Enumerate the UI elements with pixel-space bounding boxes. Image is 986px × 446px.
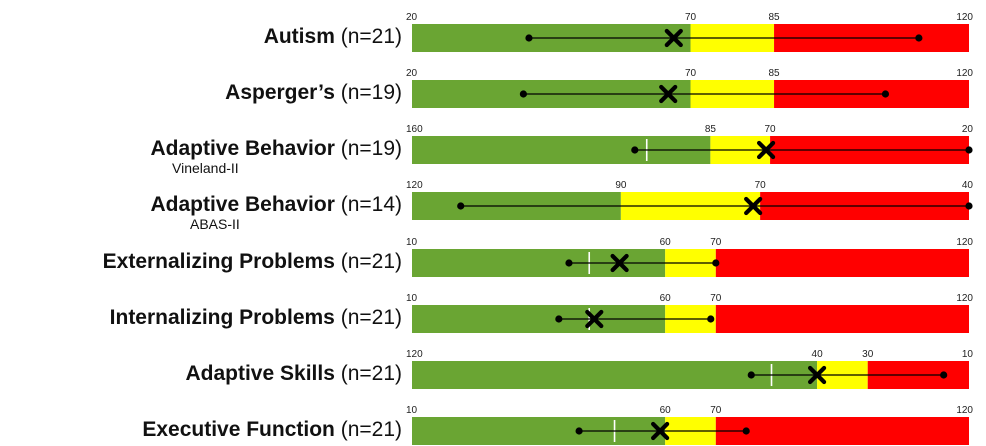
row-subtitle: Vineland-II xyxy=(172,160,239,176)
mean-marker xyxy=(744,196,763,216)
tick-label: 120 xyxy=(956,405,973,416)
tick-label: 20 xyxy=(962,124,974,135)
range-low-dot xyxy=(555,315,563,323)
row-n: (n=19) xyxy=(334,137,402,160)
tick-label: 120 xyxy=(406,349,423,360)
range-low-dot xyxy=(965,202,973,210)
range-high-dot xyxy=(712,259,720,267)
mean-marker xyxy=(756,140,776,160)
tick-label: 20 xyxy=(406,68,418,79)
row-name: Executive Function xyxy=(142,418,335,441)
row-n: (n=21) xyxy=(334,306,402,329)
mean-marker xyxy=(610,253,629,273)
range-low-dot xyxy=(565,259,573,267)
tick-label: 70 xyxy=(710,293,722,304)
row-label: Autism (n=21) xyxy=(264,25,402,49)
tick-label: 70 xyxy=(710,405,722,416)
row-subtitle: ABAS-II xyxy=(190,216,240,232)
tick-label: 85 xyxy=(705,124,717,135)
tick-label: 30 xyxy=(862,349,874,360)
row-name: Adaptive Behavior xyxy=(150,137,335,160)
tick-label: 120 xyxy=(956,293,973,304)
band-clinical xyxy=(715,249,969,277)
tick-label: 120 xyxy=(956,237,973,248)
tick-label: 10 xyxy=(406,405,418,416)
tick-label: 70 xyxy=(710,237,722,248)
mean-marker xyxy=(659,84,678,104)
tick-label: 70 xyxy=(755,180,767,191)
range-high-dot xyxy=(881,90,890,98)
tick-label: 60 xyxy=(660,237,672,248)
range-high-dot xyxy=(457,202,465,210)
tick-label: 40 xyxy=(812,349,824,360)
row-label: Adaptive Behavior (n=19) xyxy=(150,137,402,161)
tick-label: 160 xyxy=(406,124,423,135)
range-high-dot xyxy=(631,146,639,154)
range-low-dot xyxy=(525,34,533,42)
range-low-dot xyxy=(940,371,948,379)
tick-label: 120 xyxy=(956,12,973,23)
row-label: Adaptive Skills (n=21) xyxy=(185,362,402,386)
tick-label: 85 xyxy=(768,12,780,23)
tick-label: 70 xyxy=(765,124,777,135)
tick-label: 10 xyxy=(962,349,974,360)
tick-label: 90 xyxy=(615,180,627,191)
range-low-dot xyxy=(519,90,528,98)
mean-marker xyxy=(651,421,670,441)
row-label: Adaptive Behavior (n=14) xyxy=(150,193,402,217)
tick-label: 85 xyxy=(768,68,780,79)
row-label: Asperger’s (n=19) xyxy=(225,81,402,105)
row-name: Internalizing Problems xyxy=(109,306,335,329)
mean-marker xyxy=(585,309,604,329)
tick-label: 10 xyxy=(406,293,418,304)
row-name: Autism xyxy=(263,25,335,48)
range-high-dot xyxy=(742,427,750,435)
row-n: (n=19) xyxy=(334,81,402,104)
tick-label: 70 xyxy=(685,68,697,79)
row-label: Internalizing Problems (n=21) xyxy=(110,306,402,330)
tick-label: 70 xyxy=(685,12,697,23)
band-clinical xyxy=(715,305,969,333)
row-label: Externalizing Problems (n=21) xyxy=(103,250,402,274)
row-name: Adaptive Behavior xyxy=(150,193,335,216)
row-name: Asperger’s xyxy=(225,81,335,104)
row-n: (n=21) xyxy=(334,418,402,441)
tick-label: 60 xyxy=(660,405,672,416)
tick-label: 20 xyxy=(406,12,418,23)
range-low-dot xyxy=(575,427,583,435)
row-n: (n=21) xyxy=(334,25,402,48)
row-name: Adaptive Skills xyxy=(185,362,335,385)
range-low-dot xyxy=(965,146,973,154)
mean-marker xyxy=(664,28,683,48)
mean-marker xyxy=(807,365,827,385)
row-name: Externalizing Problems xyxy=(102,250,335,273)
row-n: (n=14) xyxy=(334,193,402,216)
range-high-dot xyxy=(915,34,923,42)
tick-label: 40 xyxy=(962,180,974,191)
tick-label: 10 xyxy=(406,237,418,248)
row-label: Executive Function (n=21) xyxy=(142,418,402,442)
range-high-dot xyxy=(747,371,755,379)
band-clinical xyxy=(715,417,969,445)
row-n: (n=21) xyxy=(334,362,402,385)
range-high-dot xyxy=(707,315,715,323)
tick-label: 60 xyxy=(660,293,672,304)
tick-label: 120 xyxy=(406,180,423,191)
row-n: (n=21) xyxy=(334,250,402,273)
tick-label: 120 xyxy=(956,68,973,79)
